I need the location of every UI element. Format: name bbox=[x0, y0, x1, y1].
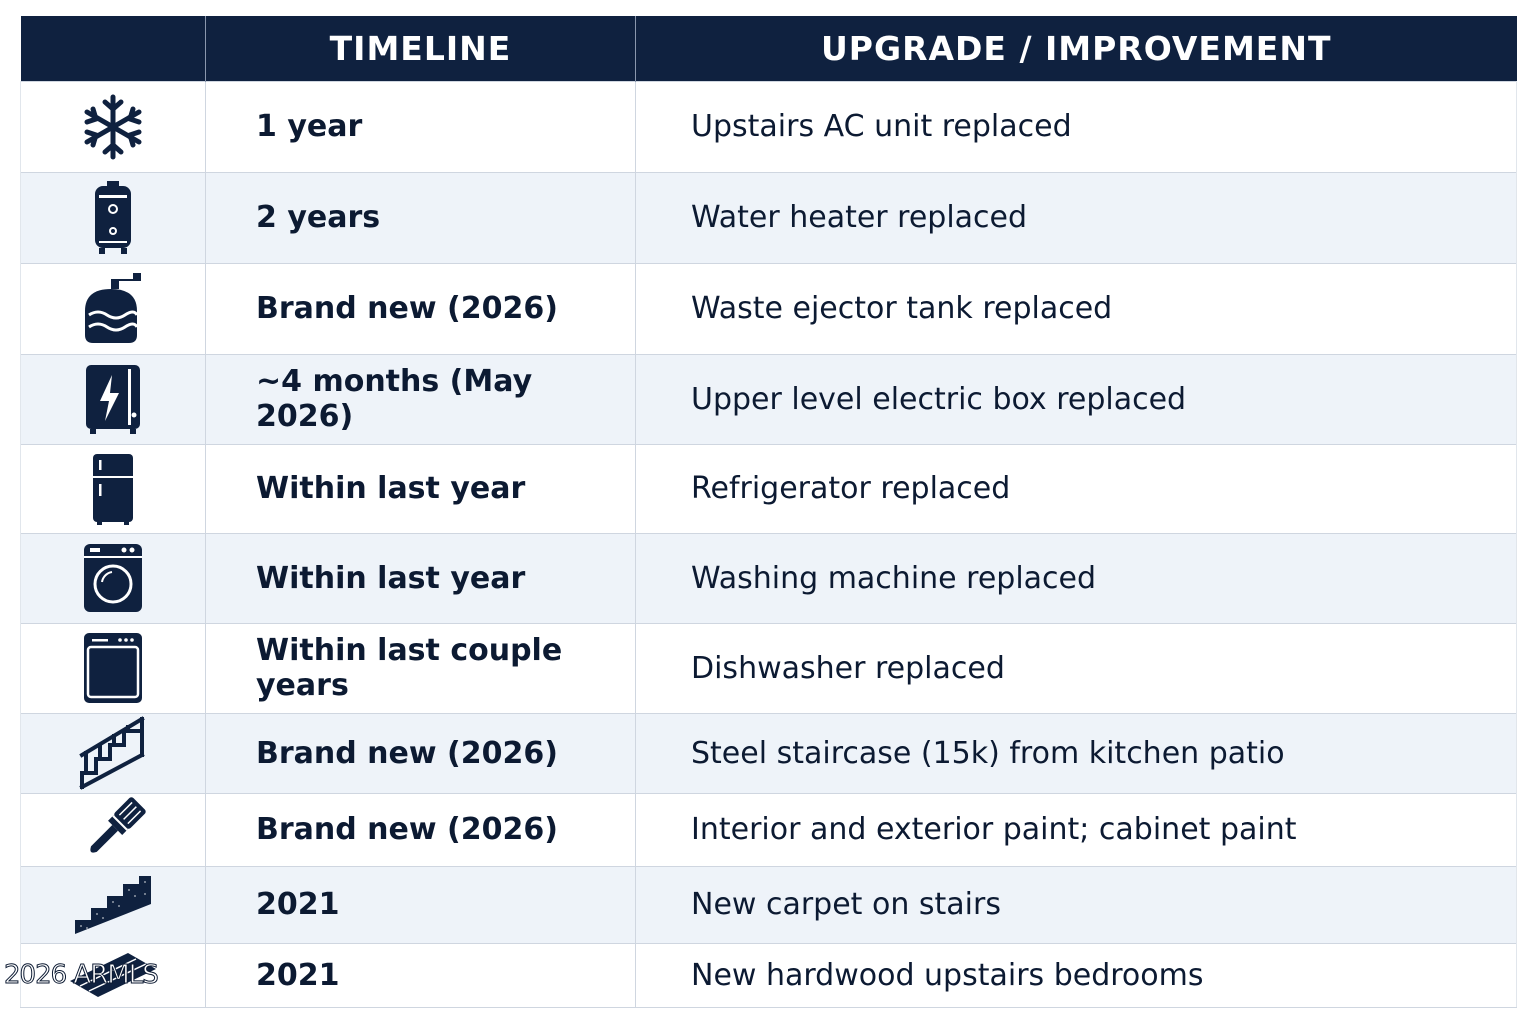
table-row: 2021 New carpet on stairs bbox=[20, 865, 1517, 944]
washing-machine-icon bbox=[84, 544, 142, 613]
table-row: Within last year Washing machine replace… bbox=[20, 532, 1517, 624]
timeline-cell: Brand new (2026) bbox=[205, 792, 636, 867]
upgrade-cell: Steel staircase (15k) from kitchen patio bbox=[635, 712, 1517, 794]
table-row: Within last year Refrigerator replaced bbox=[20, 443, 1517, 534]
table-row: Brand new (2026) Steel staircase (15k) f… bbox=[20, 712, 1517, 794]
table-row: ~4 months (May 2026) Upper level electri… bbox=[20, 353, 1517, 445]
dishwasher-icon bbox=[84, 633, 142, 704]
snowflake-icon bbox=[84, 94, 142, 160]
upgrade-cell: Dishwasher replaced bbox=[635, 622, 1517, 714]
timeline-cell: 2021 bbox=[205, 865, 636, 944]
table-row: Within last couple years Dishwasher repl… bbox=[20, 622, 1517, 714]
water-heater-icon bbox=[95, 180, 131, 254]
table-row: Brand new (2026) Waste ejector tank repl… bbox=[20, 262, 1517, 355]
refrigerator-icon bbox=[93, 453, 133, 525]
upgrade-cell: Upper level electric box replaced bbox=[635, 353, 1517, 445]
watermark: 2026 ARMLS bbox=[4, 960, 160, 991]
upgrade-cell: Interior and exterior paint; cabinet pai… bbox=[635, 792, 1517, 867]
tank-icon bbox=[85, 272, 141, 343]
timeline-cell: 1 year bbox=[205, 80, 636, 173]
header-upgrade: UPGRADE / IMPROVEMENT bbox=[635, 16, 1517, 81]
timeline-cell: Within last year bbox=[205, 532, 636, 624]
carpet-stairs-icon bbox=[75, 875, 151, 934]
table-row: 2021 New hardwood upstairs bedrooms bbox=[20, 942, 1517, 1009]
staircase-icon bbox=[79, 716, 145, 791]
timeline-cell: Within last couple years bbox=[205, 622, 636, 714]
paintbrush-icon bbox=[90, 797, 146, 853]
hardwood-icon bbox=[70, 953, 156, 998]
header-row: TIMELINE UPGRADE / IMPROVEMENT bbox=[20, 16, 1517, 81]
upgrade-cell: New hardwood upstairs bedrooms bbox=[635, 942, 1517, 1009]
electric-box-icon bbox=[86, 365, 140, 435]
upgrade-cell: New carpet on stairs bbox=[635, 865, 1517, 944]
upgrade-cell: Water heater replaced bbox=[635, 171, 1517, 264]
table-row: 2 years Water heater replaced bbox=[20, 171, 1517, 264]
upgrade-cell: Waste ejector tank replaced bbox=[635, 262, 1517, 355]
header-icon-column bbox=[21, 16, 206, 81]
timeline-cell: Within last year bbox=[205, 443, 636, 534]
timeline-cell: 2021 bbox=[205, 942, 636, 1009]
timeline-cell: ~4 months (May 2026) bbox=[205, 353, 636, 445]
upgrade-cell: Upstairs AC unit replaced bbox=[635, 80, 1517, 173]
header-timeline: TIMELINE bbox=[205, 16, 636, 81]
upgrade-cell: Washing machine replaced bbox=[635, 532, 1517, 624]
table-row: Brand new (2026) Interior and exterior p… bbox=[20, 792, 1517, 867]
timeline-cell: 2 years bbox=[205, 171, 636, 264]
upgrade-cell: Refrigerator replaced bbox=[635, 443, 1517, 534]
upgrades-table: TIMELINE UPGRADE / IMPROVEMENT bbox=[20, 16, 1517, 1009]
table-row: 1 year Upstairs AC unit replaced bbox=[20, 80, 1517, 173]
timeline-cell: Brand new (2026) bbox=[205, 712, 636, 794]
timeline-cell: Brand new (2026) bbox=[205, 262, 636, 355]
